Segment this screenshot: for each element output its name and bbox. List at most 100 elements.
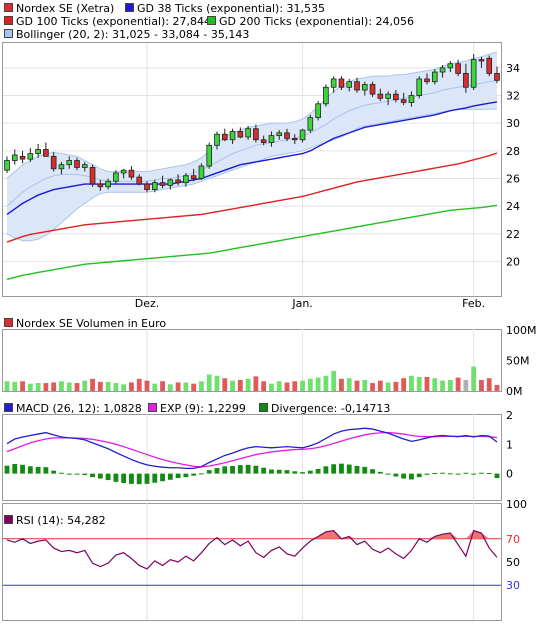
rsi-tick-label: 50 [506,556,520,569]
divergence-bar [121,473,127,483]
divergence-bar [261,467,267,474]
macd-y-axis: 0 1 2 [506,409,513,481]
candle-body [66,160,73,166]
candle-body [151,182,158,190]
divergence-bar [300,472,305,474]
legend-swatch-macd [4,403,13,412]
candle-body [58,164,65,170]
candle-body [393,93,399,101]
divergence-bar [393,473,399,477]
volume-bar [323,375,329,391]
candle-body [463,73,469,88]
volume-tick-label: 50M [506,355,530,368]
candle-body [354,81,360,91]
divergence-bar [447,473,453,475]
volume-bar [424,376,430,391]
legend-label-divergence: Divergence: -0,14713 [271,402,390,415]
divergence-bar [292,471,298,474]
macd-tick-label: 1 [506,438,513,451]
candle-body [81,164,88,168]
volume-bar [74,383,80,391]
divergence-bar [12,463,18,474]
exp-line [6,431,498,468]
divergence-bar [82,473,88,476]
divergence-bar [486,473,492,475]
legend-swatch-rsi [4,515,13,524]
candle-body [113,172,119,182]
divergence-bar [167,473,173,480]
volume-bar [167,384,173,391]
divergence-bar [183,473,189,478]
divergence-bar [416,473,422,478]
legend-label-macd: MACD (26, 12): 1,0828 [16,402,142,415]
volume-bar [66,382,72,391]
x-tick-label: Jan. [291,297,312,310]
volume-bar [409,375,414,391]
divergence-bar [424,473,430,475]
volume-bar [486,378,492,391]
divergence-bar [43,467,49,474]
volume-bar [230,380,235,391]
legend-label-exp: EXP (9): 1,2299 [160,402,246,415]
divergence-bar [35,466,41,474]
legend-swatch-gd100 [4,16,13,25]
volume-bar [121,384,127,391]
candle-body [478,59,485,62]
gd38-line [6,101,498,216]
candle-body [253,128,259,141]
divergence-bar [59,472,64,474]
candle-body [50,155,57,170]
divergence-bar [74,473,80,475]
candle-body [486,57,493,74]
volume-y-axis: 0M 50M 100M [506,324,537,398]
candle-body [315,103,321,119]
bollinger-upper-line [6,51,498,179]
divergence-bar [354,466,360,474]
volume-bar [51,382,57,391]
divergence-bar [346,464,352,474]
macd-series [4,427,500,485]
candle-body [120,169,127,174]
divergence-bar [222,466,228,474]
candle-body [198,165,205,179]
macd-legend: MACD (26, 12): 1,0828 EXP (9): 1,2299 Di… [4,402,390,415]
divergence-bar [479,472,484,474]
rsi-overbought-fill [450,533,459,539]
divergence-bar [4,465,10,474]
divergence-bar [377,471,383,474]
volume-bar [144,380,150,391]
volume-tick-label: 100M [506,324,537,337]
macd-line [6,427,498,469]
volume-bar [129,382,134,391]
volume-bar [385,382,391,391]
volume-tick-label: 0M [506,385,523,398]
volume-bar [479,380,484,391]
legend-label-gd38: GD 38 Ticks (exponential): 31,535 [137,2,325,15]
divergence-bar [276,469,282,474]
divergence-bar [253,465,259,474]
divergence-bar [401,473,407,479]
divergence-bar [362,466,368,474]
volume-bar [401,378,407,391]
volume-bar [339,378,344,391]
volume-bar [245,378,251,391]
legend-label-volume: Nordex SE Volumen in Euro [16,317,166,330]
volume-bar [331,370,337,391]
volume-bar [160,381,165,391]
candle-body [276,132,283,137]
divergence-bar [51,470,57,474]
candle-body [183,175,189,184]
rsi-panel-frame [2,503,502,621]
x-tick-label: Dez. [135,297,160,310]
divergence-bar [105,473,111,481]
candle-body [338,78,345,88]
price-tick-label: 30 [506,117,520,130]
legend-swatch-exp [148,403,157,412]
candle-body [330,78,337,88]
legend-label-rsi: RSI (14): 54,282 [16,514,106,527]
candle-body [439,67,446,73]
candle-body [470,59,477,88]
volume-bar [471,366,477,391]
divergence-bar [20,464,25,474]
